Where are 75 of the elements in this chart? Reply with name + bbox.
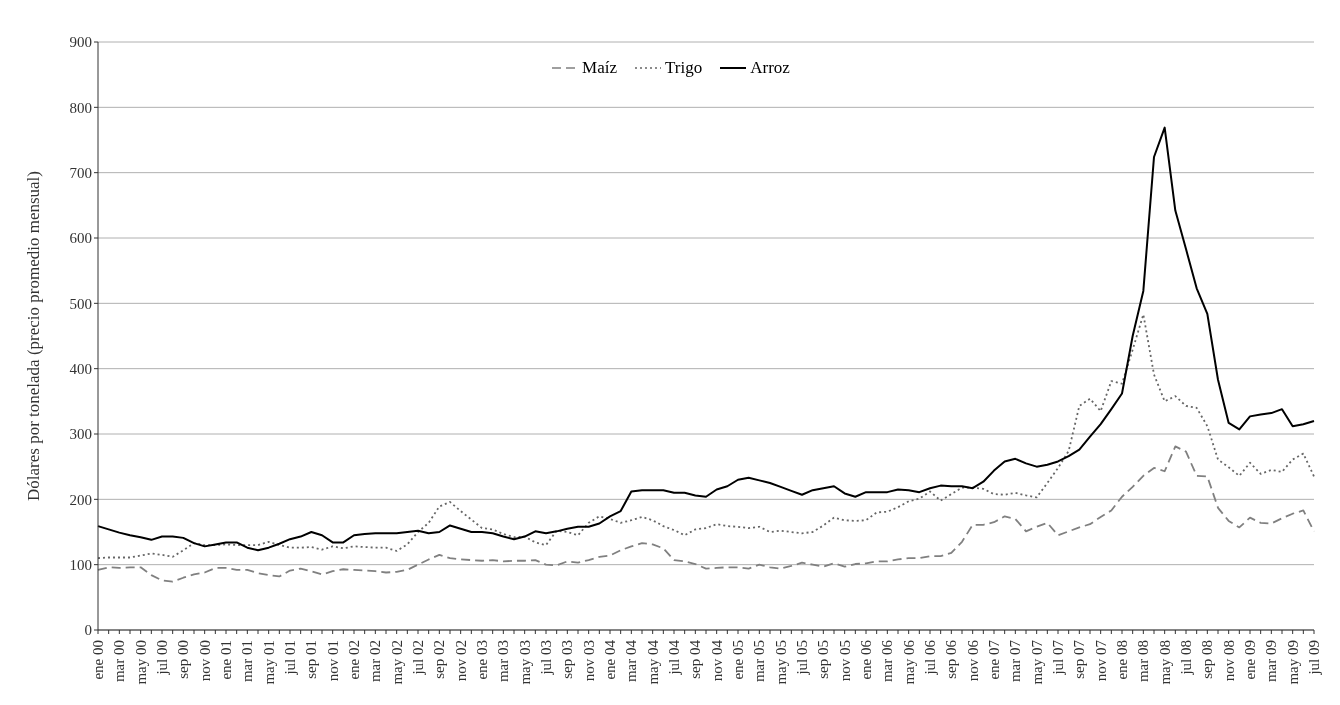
x-tick-label: mar 01 [239,640,256,683]
x-tick-label: jul 04 [666,639,682,676]
x-tick-label: mar 00 [111,640,128,683]
legend-label: Maíz [582,58,618,78]
y-tick-label: 800 [69,99,92,116]
x-tick-label: sep 05 [815,640,832,679]
x-tick-label: nov 00 [196,640,213,682]
x-tick-label: may 08 [1156,640,1173,685]
x-tick-label: jul 07 [1050,639,1066,676]
x-tick-label: may 07 [1028,639,1045,685]
line-series [97,313,1315,560]
x-tick-label: ene 00 [90,640,106,680]
x-tick-label: may 01 [260,640,277,685]
x-tick-label: ene 02 [346,640,362,680]
x-tick-label: ene 07 [986,639,1002,680]
x-tick-label: nov 02 [452,640,469,682]
y-tick-label: 700 [69,164,92,181]
x-tick-label: nov 04 [708,639,725,682]
x-tick-label: ene 08 [1114,640,1130,680]
y-tick-label: 600 [69,230,92,247]
x-tick-label: jul 06 [922,639,938,676]
x-tick-label: jul 00 [154,640,170,676]
x-tick-label: nov 07 [1092,639,1109,682]
x-tick-label: sep 03 [559,640,576,679]
legend-label: Arroz [750,58,790,78]
x-tick-label: mar 06 [879,639,896,683]
y-tick-label: 900 [69,34,92,51]
x-tick-label: nov 05 [836,640,853,682]
x-tick-label: nov 06 [964,639,981,682]
x-tick-label: sep 04 [687,639,704,679]
line-series [97,126,1315,552]
x-tick-label: sep 01 [303,640,320,679]
x-tick-label: jul 01 [282,640,298,676]
x-tick-label: sep 06 [943,639,960,679]
line-series [97,445,1315,583]
x-tick-label: mar 09 [1263,640,1280,683]
x-tick-label: may 06 [900,639,917,685]
x-tick-label: mar 03 [495,640,512,683]
x-tick-label: sep 08 [1199,640,1216,679]
x-tick-label: jul 03 [538,640,554,676]
x-tick-label: ene 01 [218,640,234,680]
x-tick-label: mar 05 [751,640,768,683]
x-tick-label: nov 08 [1220,640,1237,682]
x-tick-label: mar 04 [623,639,640,683]
x-tick-label: nov 01 [324,640,341,682]
x-tick-label: sep 02 [431,640,448,679]
x-tick-label: jul 02 [410,640,426,676]
x-tick-label: may 09 [1284,640,1301,685]
x-tick-label: nov 03 [580,640,597,682]
x-tick-label: may 00 [132,640,149,685]
x-tick-label: ene 06 [858,639,874,680]
y-tick-label: 100 [69,556,92,573]
x-tick-label: ene 04 [602,639,618,680]
x-tick-label: mar 07 [1007,639,1024,683]
x-tick-label: jul 08 [1178,640,1194,676]
x-tick-label: ene 03 [474,640,490,680]
x-tick-label: may 03 [516,640,533,685]
x-tick-label: jul 09 [1306,640,1322,676]
y-tick-label: 0 [84,622,92,639]
y-tick-label: 300 [69,426,92,443]
y-tick-label: 200 [69,491,92,508]
x-tick-label: may 02 [388,640,405,685]
x-tick-label: may 04 [644,639,661,685]
x-tick-label: sep 00 [175,640,192,679]
x-tick-label: jul 05 [794,640,810,676]
x-tick-label: ene 09 [1242,640,1258,680]
legend-label: Trigo [665,58,703,78]
y-tick-label: 500 [69,295,92,312]
x-tick-label: may 05 [772,640,789,685]
y-axis-title: Dólares por tonelada (precio promedio mensual) [24,171,44,501]
x-tick-label: mar 02 [367,640,384,683]
x-tick-label: sep 07 [1071,639,1088,679]
x-tick-label: ene 05 [730,640,746,680]
x-tick-label: mar 08 [1135,640,1152,683]
y-tick-label: 400 [69,360,92,377]
